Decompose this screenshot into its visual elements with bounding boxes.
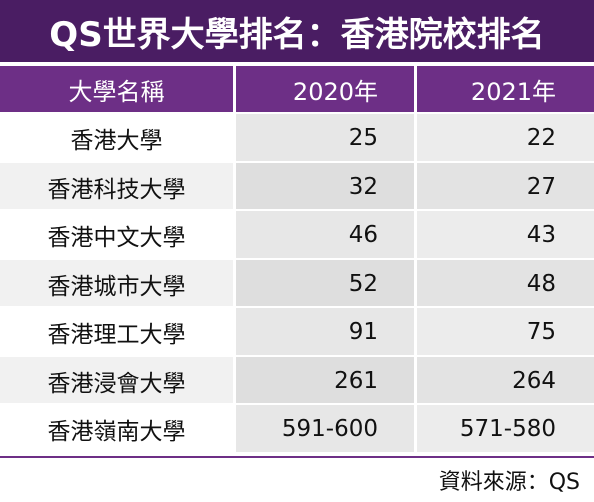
- row-divider: [0, 306, 594, 308]
- row-divider: [0, 403, 594, 405]
- university-name-cell: 香港大學: [0, 114, 233, 163]
- table-row: 香港浸會大學 261 264: [0, 356, 594, 405]
- table-row: 香港中文大學 46 43: [0, 211, 594, 260]
- rank-2020-cell: 52: [236, 259, 414, 308]
- header-university-name: 大學名稱: [68, 77, 165, 106]
- rank-2020-cell: 32: [236, 162, 414, 211]
- rank-2021-cell: 22: [417, 114, 594, 163]
- header-2021: 2021年: [470, 77, 556, 106]
- rank-2020-cell: 591-600: [236, 405, 414, 454]
- table-row: 香港大學 25 22: [0, 114, 594, 163]
- university-name-cell: 香港浸會大學: [0, 356, 233, 405]
- table-row: 香港理工大學 91 75: [0, 308, 594, 357]
- table-body: 香港大學 25 22 香港科技大學 32 27 香港中文大學 46 43 香港城市大學 52 48 香港…: [0, 114, 594, 454]
- university-name-cell: 香港城市大學: [0, 259, 233, 308]
- rank-2020-cell: 261: [236, 356, 414, 405]
- header-divider: [414, 66, 417, 112]
- table-row: 香港科技大學 32 27: [0, 162, 594, 211]
- table-row: 香港城市大學 52 48: [0, 259, 594, 308]
- rank-2020-cell: 46: [236, 211, 414, 260]
- rank-2021-cell: 571-580: [417, 405, 594, 454]
- row-divider: [0, 160, 594, 163]
- header-2020: 2020年: [292, 77, 378, 106]
- row-divider: [0, 257, 594, 260]
- row-divider: [0, 354, 594, 357]
- table-row: 香港嶺南大學 591-600 571-580: [0, 405, 594, 454]
- university-name-cell: 香港嶺南大學: [0, 405, 233, 454]
- university-name-cell: 香港中文大學: [0, 211, 233, 260]
- header-divider: [233, 66, 236, 112]
- rank-2021-cell: 264: [417, 356, 594, 405]
- table-header: 大學名稱 2020年 2021年: [0, 66, 594, 112]
- university-name-cell: 香港理工大學: [0, 308, 233, 357]
- row-divider: [0, 451, 594, 454]
- source-note: 資料來源：QS: [0, 456, 594, 502]
- page-title: QS世界大學排名：香港院校排名: [0, 0, 594, 62]
- rank-2021-cell: 43: [417, 211, 594, 260]
- rank-2021-cell: 27: [417, 162, 594, 211]
- rank-2020-cell: 91: [236, 308, 414, 357]
- rank-2020-cell: 25: [236, 114, 414, 163]
- university-name-cell: 香港科技大學: [0, 162, 233, 211]
- rank-2021-cell: 75: [417, 308, 594, 357]
- rank-2021-cell: 48: [417, 259, 594, 308]
- row-divider: [0, 209, 594, 211]
